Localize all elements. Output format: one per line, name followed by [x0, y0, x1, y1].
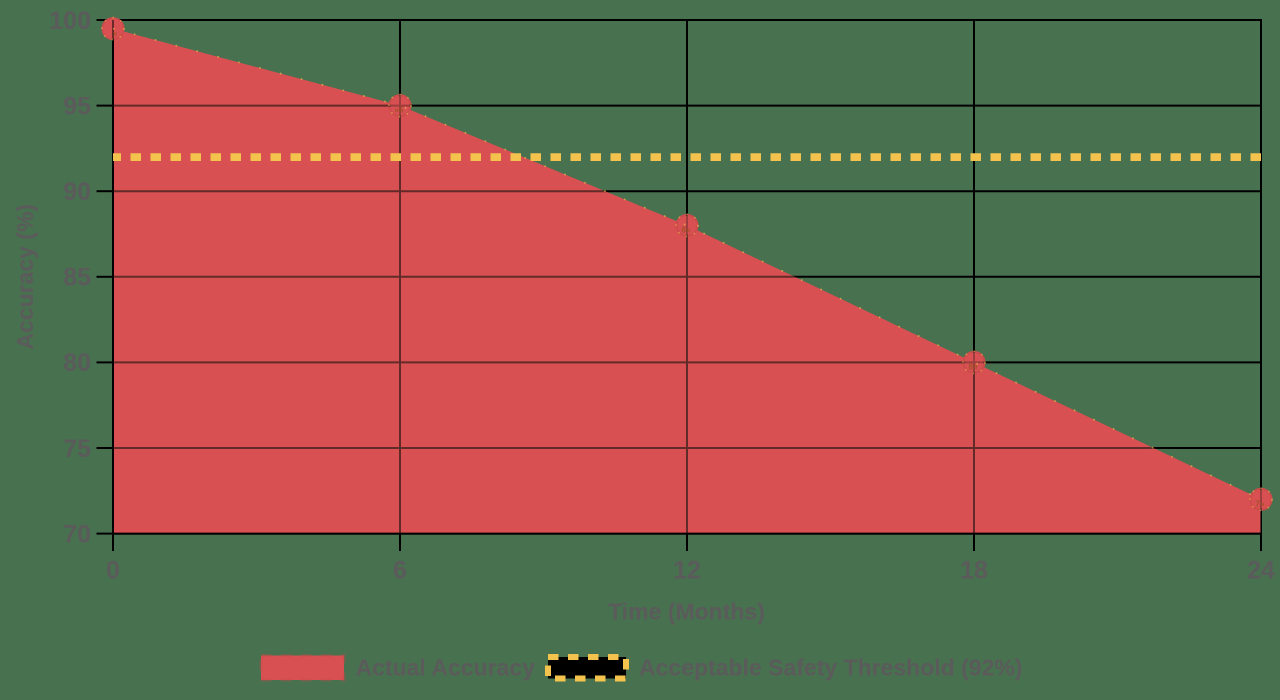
svg-text:6: 6	[393, 556, 407, 584]
svg-text:»: »	[113, 29, 118, 38]
svg-text:80: 80	[63, 349, 91, 377]
svg-text:Accuracy (%): Accuracy (%)	[12, 204, 38, 350]
svg-text:75: 75	[63, 435, 91, 463]
svg-text:0: 0	[106, 556, 120, 584]
svg-text:24: 24	[1247, 556, 1275, 584]
svg-text:18: 18	[960, 556, 988, 584]
svg-text:Actual Accuracy: Actual Accuracy	[356, 655, 536, 681]
svg-text:7»: 7»	[1256, 500, 1265, 509]
svg-text:70: 70	[63, 520, 91, 548]
svg-text:»5: »5	[395, 106, 404, 115]
svg-text:90: 90	[63, 178, 91, 206]
svg-text:95: 95	[63, 92, 91, 120]
svg-text:8¤: 8¤	[969, 363, 978, 372]
svg-text:Acceptable Safety Threshold (9: Acceptable Safety Threshold (92%)	[639, 655, 1022, 681]
svg-text:12: 12	[673, 556, 701, 584]
svg-text:85: 85	[63, 264, 91, 292]
svg-text:100: 100	[49, 7, 91, 35]
svg-text:8»: 8»	[682, 226, 691, 235]
svg-text:Time (Months): Time (Months)	[608, 599, 765, 625]
